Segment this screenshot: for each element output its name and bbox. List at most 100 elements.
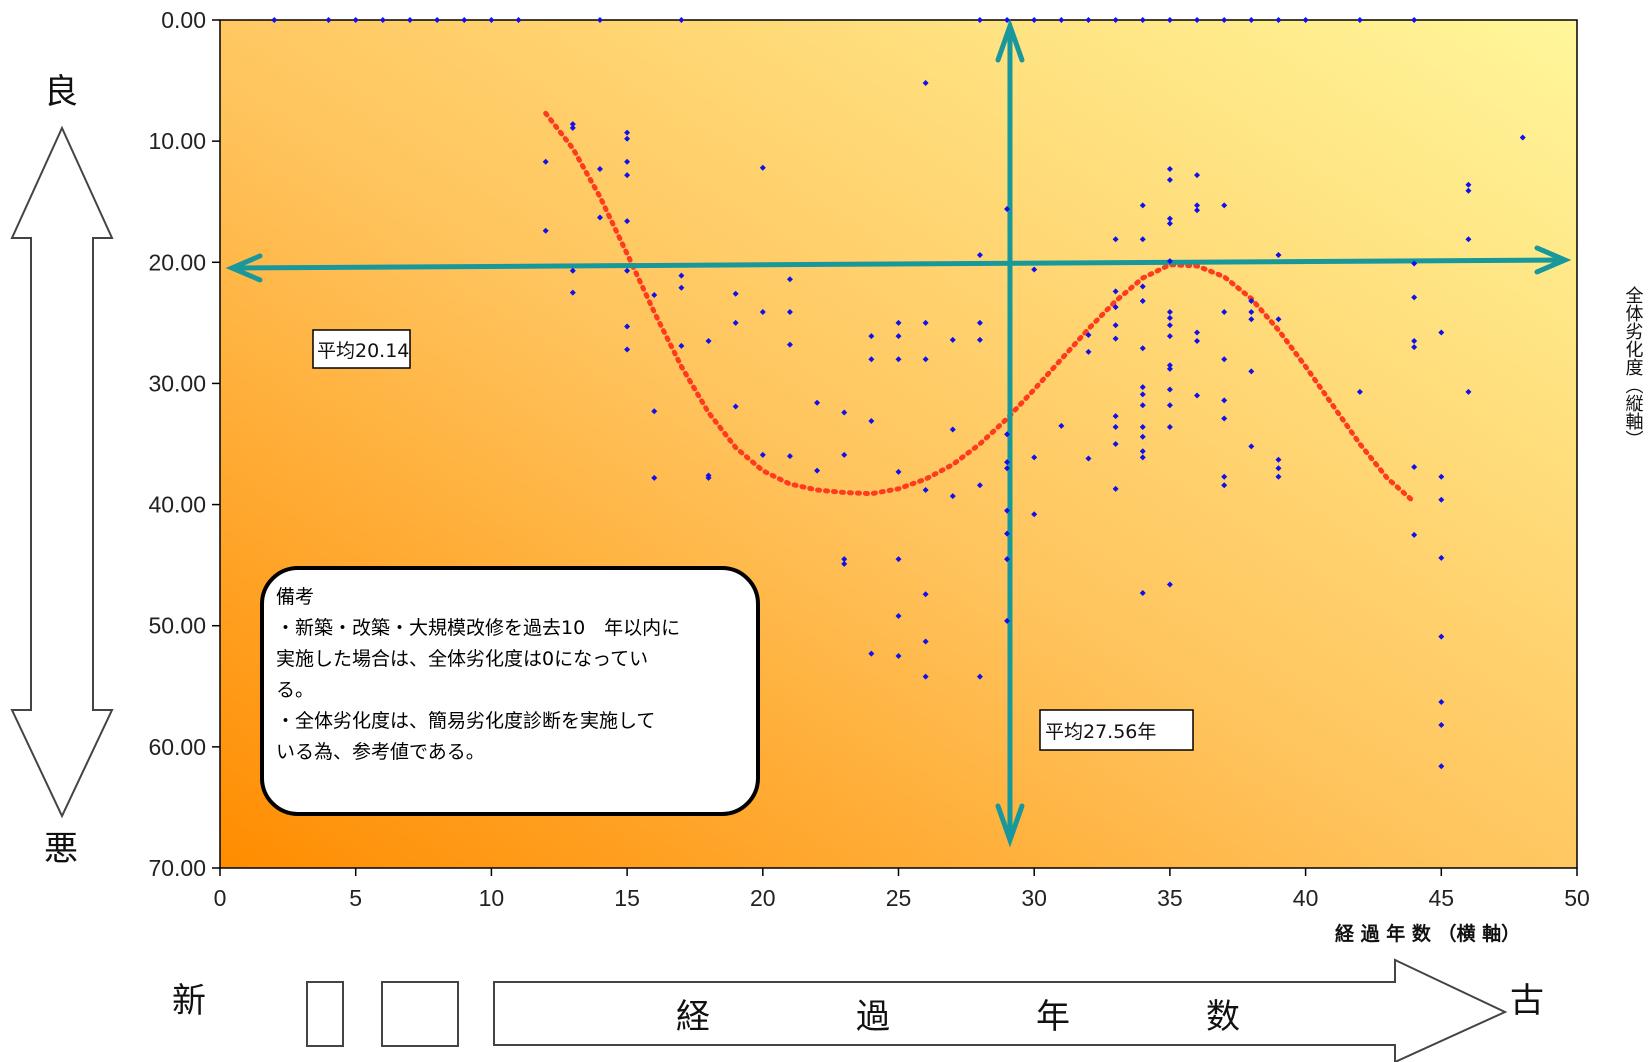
y-tick-label: 30.00	[148, 370, 206, 396]
notes-box	[260, 566, 760, 816]
data-point	[1112, 304, 1119, 311]
data-point	[1194, 17, 1201, 23]
good-label: 良	[44, 72, 78, 112]
data-point	[895, 556, 902, 563]
x-axis-title: 経 過 年 数 （横 軸）	[1335, 922, 1520, 945]
data-point	[1004, 465, 1011, 472]
data-point	[651, 408, 658, 415]
data-point	[1112, 485, 1119, 492]
data-point	[1248, 308, 1255, 315]
data-point	[624, 129, 631, 136]
data-point	[1166, 424, 1173, 431]
data-point	[1465, 181, 1472, 188]
data-point	[1221, 308, 1228, 315]
data-point	[976, 319, 983, 326]
data-point	[1166, 333, 1173, 340]
x-tick-label: 50	[1564, 885, 1590, 911]
good-bad-arrow	[10, 125, 114, 819]
data-point	[1248, 298, 1255, 305]
notes-line-5: いる為、参考値である。	[276, 741, 485, 763]
bad-label: 悪	[44, 829, 78, 869]
data-point	[895, 653, 902, 659]
data-point	[1438, 496, 1445, 503]
data-point	[1465, 388, 1472, 395]
data-point	[786, 341, 793, 348]
data-point	[922, 487, 929, 494]
arrow-text-1: 経	[676, 997, 710, 1037]
data-point	[1438, 554, 1445, 561]
data-point	[922, 638, 929, 645]
data-point	[759, 308, 766, 315]
data-point	[515, 17, 522, 23]
data-point	[895, 613, 902, 620]
data-point	[651, 291, 658, 298]
data-point	[624, 267, 631, 274]
avg-x-label-box	[1039, 709, 1194, 751]
notes-line-1: ・新築・改築・大規模改修を過去10 年以内に	[276, 617, 681, 639]
x-tick-label: 10	[479, 885, 505, 911]
x-tick-label: 40	[1293, 885, 1319, 911]
data-point	[841, 409, 848, 416]
data-point	[922, 591, 929, 598]
data-point	[1166, 17, 1173, 23]
data-point	[1112, 322, 1119, 329]
data-point	[1411, 17, 1418, 23]
notes-line-2: 実施した場合は、全体劣化度は0になってい	[276, 648, 649, 670]
data-point	[1058, 17, 1065, 23]
data-point	[596, 166, 603, 173]
data-point	[542, 227, 549, 234]
data-point	[1166, 166, 1173, 173]
data-point	[651, 474, 658, 481]
data-point	[1411, 338, 1418, 345]
x-tick-label: 45	[1429, 885, 1455, 911]
data-point	[868, 417, 875, 424]
data-point	[759, 164, 766, 171]
data-point	[1275, 473, 1282, 480]
data-point	[1112, 413, 1119, 420]
data-point	[895, 319, 902, 326]
data-point	[1465, 236, 1472, 243]
data-point	[1275, 465, 1282, 472]
data-point	[922, 79, 929, 86]
data-point	[1248, 316, 1255, 323]
data-point	[1438, 633, 1445, 640]
data-point	[678, 284, 685, 291]
small-box-1	[306, 981, 344, 1047]
data-point	[1004, 17, 1011, 23]
data-point	[569, 121, 576, 128]
arrow-text-2: 過	[856, 997, 890, 1037]
data-point	[1085, 17, 1092, 23]
data-point	[976, 673, 983, 680]
data-point	[1085, 348, 1092, 355]
data-point	[841, 556, 848, 563]
data-point	[1031, 454, 1038, 461]
data-point	[786, 453, 793, 460]
data-point	[705, 474, 712, 481]
data-point	[1166, 322, 1173, 329]
data-point	[1519, 134, 1526, 141]
data-point	[1221, 415, 1228, 422]
data-point	[1166, 402, 1173, 409]
data-point	[841, 560, 848, 567]
data-point	[1411, 294, 1418, 301]
data-point	[624, 218, 631, 225]
data-point	[569, 124, 576, 131]
y-tick-label: 40.00	[148, 492, 206, 518]
data-point	[1275, 17, 1282, 23]
data-point	[1221, 202, 1228, 209]
data-point	[1465, 187, 1472, 194]
data-point	[569, 267, 576, 274]
data-point	[1031, 17, 1038, 23]
arrow-text-3: 年	[1036, 997, 1070, 1037]
data-point	[1248, 17, 1255, 23]
data-point	[1221, 482, 1228, 489]
data-point	[1112, 424, 1119, 431]
y-axis-title: 全体劣化度（縦軸）	[1623, 286, 1644, 448]
data-point	[868, 650, 875, 657]
data-point	[678, 342, 685, 349]
data-point	[1194, 207, 1201, 214]
data-point	[1438, 329, 1445, 336]
x-tick-label: 20	[750, 885, 776, 911]
avg-y-label-box	[312, 329, 411, 369]
data-point	[1004, 556, 1011, 563]
